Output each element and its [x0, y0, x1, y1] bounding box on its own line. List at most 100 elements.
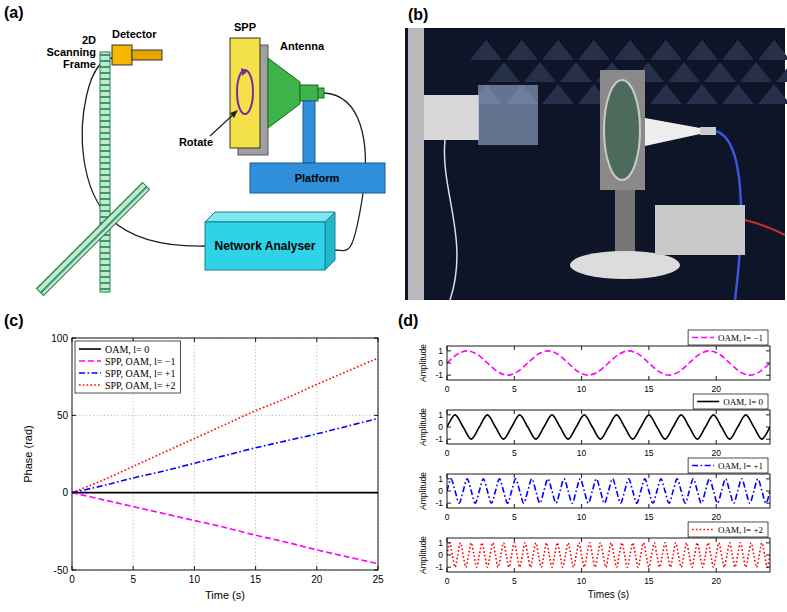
x-tick-top [378, 338, 379, 342]
x-tick-top [447, 538, 448, 542]
panel-label: (a) [4, 4, 24, 21]
scanning-frame-label: Scanning [46, 46, 96, 58]
legend-box [688, 330, 768, 345]
legend-swatch [697, 401, 719, 403]
y-tick-right [766, 375, 770, 376]
series-line [72, 358, 378, 493]
x-tick-label: 15 [644, 576, 654, 586]
y-tick-right [766, 567, 770, 568]
y-tick-right [766, 542, 770, 543]
y-tick [447, 542, 451, 543]
x-tick-top [648, 538, 649, 542]
legend-label: OAM, l= −1 [718, 333, 763, 343]
x-tick [648, 504, 649, 508]
x-tick-label: 5 [512, 576, 517, 586]
y-tick [447, 478, 451, 479]
photo-absorber [614, 40, 646, 60]
x-tick-label: 20 [311, 574, 323, 585]
panel-label: (b) [408, 6, 428, 23]
x-tick-label: 0 [445, 576, 450, 586]
plot-frame [447, 410, 770, 444]
photo-absorber [542, 40, 574, 60]
figure: (a)(b)(c)(d)Detector2DScanningFrameSPPRo… [0, 0, 787, 612]
x-tick-top [716, 346, 717, 350]
x-tick-label: 20 [711, 576, 721, 586]
platform [250, 163, 385, 193]
legend: OAM, l= 0SPP, OAM, l= −1SPP, OAM, l= +1S… [75, 341, 180, 393]
y-tick [447, 375, 451, 376]
y-tick-right [374, 338, 378, 339]
y-tick-label: 50 [57, 410, 69, 421]
y-tick-label: 0 [62, 487, 68, 498]
y-tick [72, 492, 76, 493]
x-tick-top [581, 410, 582, 414]
photo-spp-holder [600, 70, 645, 190]
rotation-arrowhead [241, 68, 248, 76]
y-tick [72, 338, 76, 339]
y-tick-label: 1 [438, 474, 443, 484]
y-tick-right [766, 555, 770, 556]
photo-absorber [722, 84, 754, 104]
x-tick-label: 10 [577, 448, 587, 458]
y-tick-right [766, 427, 770, 428]
x-tick-label: 5 [512, 384, 517, 394]
y-tick [447, 439, 451, 440]
y-tick [447, 350, 451, 351]
legend-label: OAM, l= 0 [105, 344, 149, 355]
legend-box [688, 458, 768, 473]
scan-frame-diagonal [36, 182, 149, 295]
line-chart: 05101520-101AmplitudeOAM, l= 0 [418, 394, 770, 458]
analyser-side [325, 212, 335, 270]
photo-scan-frame [408, 28, 424, 300]
x-tick-label: 10 [577, 384, 587, 394]
scanning-frame-label: 2D [82, 34, 96, 46]
photo-absorber [704, 62, 736, 82]
y-tick-right [766, 363, 770, 364]
photo-absorber [740, 62, 772, 82]
y-tick-label: 0 [438, 486, 443, 496]
x-tick-label: 0 [445, 448, 450, 458]
x-tick-top [716, 474, 717, 478]
photo-red-cable [745, 220, 785, 235]
x-tick [72, 566, 73, 570]
photo [405, 28, 787, 300]
x-tick-top [514, 474, 515, 478]
legend-swatch [79, 384, 101, 386]
photo-absorber [650, 40, 682, 60]
y-tick-right [766, 350, 770, 351]
y-tick-right [374, 570, 378, 571]
series-line [447, 351, 770, 375]
x-tick-top [581, 474, 582, 478]
x-tick-label: 10 [577, 512, 587, 522]
line-chart: 05101520-101AmplitudeOAM, l= +1 [418, 458, 770, 522]
y-axis-label: Amplitude [418, 344, 428, 382]
x-tick [447, 568, 448, 572]
photo-probe-cable [444, 140, 457, 300]
x-tick-label: 15 [644, 512, 654, 522]
grid-line-y [72, 415, 378, 416]
plot-frame [447, 474, 770, 508]
y-tick [447, 503, 451, 504]
series-group [447, 351, 770, 375]
x-tick [581, 376, 582, 380]
x-tick-label: 5 [512, 512, 517, 522]
x-axis-label: Time (s) [205, 589, 245, 601]
x-tick [378, 566, 379, 570]
legend-box [75, 341, 180, 393]
scan-frame-vertical [100, 52, 110, 292]
photo-absorber [506, 40, 538, 60]
photo-absorber [470, 40, 502, 60]
rotate-label: Rotate [179, 136, 213, 148]
y-axis-label: Phase (rad) [22, 425, 34, 482]
legend-swatch [692, 529, 714, 531]
x-tick-top [514, 538, 515, 542]
photo-horn [645, 118, 700, 146]
y-tick-label: -1 [435, 434, 443, 444]
x-tick [447, 440, 448, 444]
legend-label: SPP, OAM, l= +1 [105, 368, 175, 379]
x-tick-top [72, 338, 73, 342]
y-tick-right [766, 414, 770, 415]
x-tick-top [716, 410, 717, 414]
y-tick [447, 567, 451, 568]
rotate-arrowhead [230, 110, 238, 118]
